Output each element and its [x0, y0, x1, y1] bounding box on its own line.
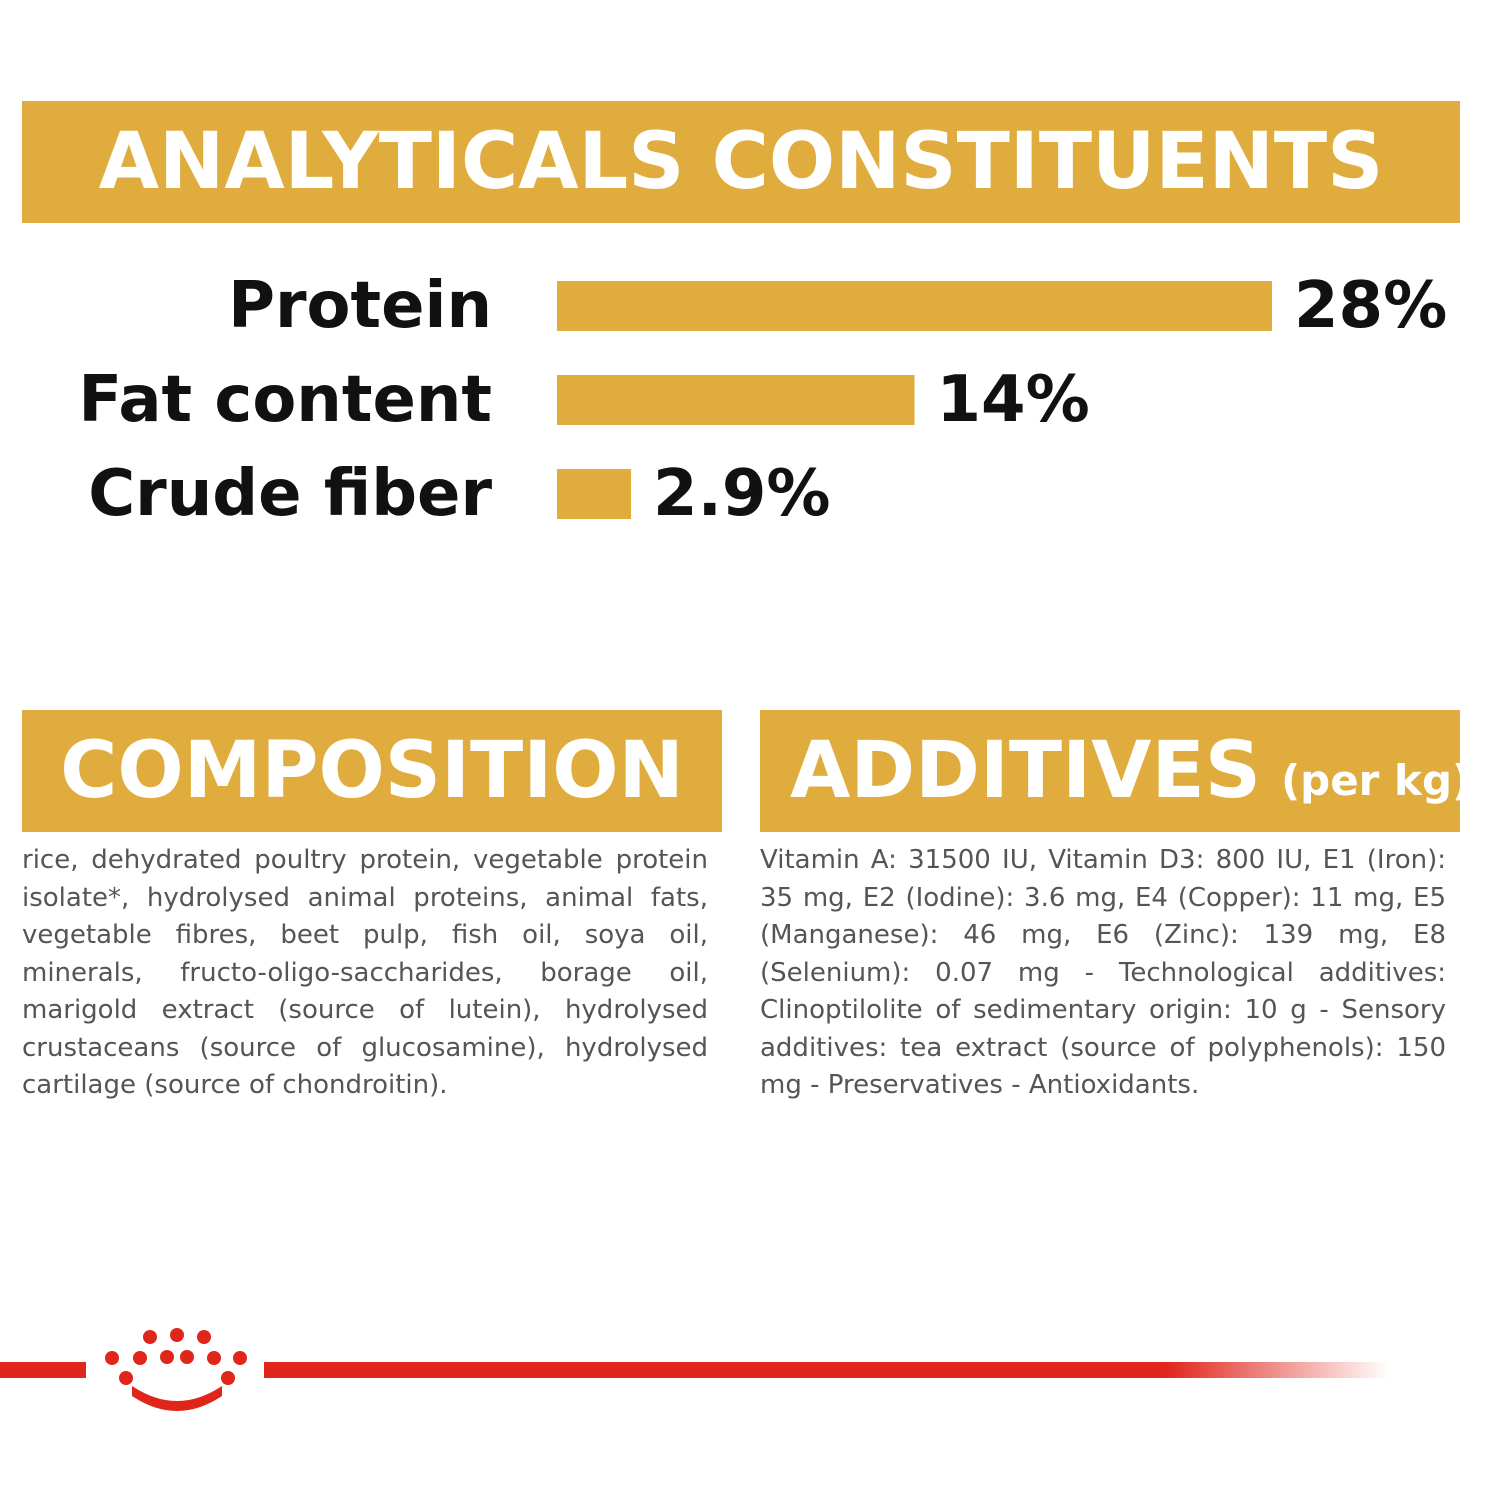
brand-footer — [0, 1328, 1390, 1411]
composition-header: COMPOSITION — [22, 710, 722, 832]
additives-header-text: ADDITIVES — [790, 726, 1261, 816]
analytical-constituents-header: ANALYTICALS CONSTITUENTS — [22, 101, 1460, 223]
bar — [557, 375, 915, 425]
constituents-bar-chart: Protein 28% Fat content 14% Crude fiber 2.9% — [78, 269, 1447, 531]
bar — [557, 281, 1272, 331]
additives-header: ADDITIVES (per kg) — [760, 710, 1460, 832]
additives-header-suffix: (per kg) — [1280, 755, 1460, 805]
additives-text: Vitamin A: 31500 IU, Vitamin D3: 800 IU,… — [760, 845, 1446, 1100]
bar-category-label: Crude fiber — [88, 457, 492, 531]
composition-header-text: COMPOSITION — [60, 726, 684, 816]
bar-category-label: Protein — [228, 269, 492, 343]
analytical-header-text: ANALYTICALS CONSTITUENTS — [98, 117, 1384, 207]
composition-text: rice, dehydrated poultry protein, vegeta… — [22, 845, 708, 1100]
royal-crown-logo — [105, 1328, 247, 1411]
bar-value-label: 2.9% — [653, 457, 831, 531]
bar-category-label: Fat content — [78, 363, 492, 437]
footer-red-line-right — [264, 1362, 1390, 1378]
bar-value-label: 14% — [937, 363, 1090, 437]
footer-red-line-left — [0, 1362, 86, 1378]
bar — [557, 469, 632, 519]
bar-value-label: 28% — [1294, 269, 1447, 343]
